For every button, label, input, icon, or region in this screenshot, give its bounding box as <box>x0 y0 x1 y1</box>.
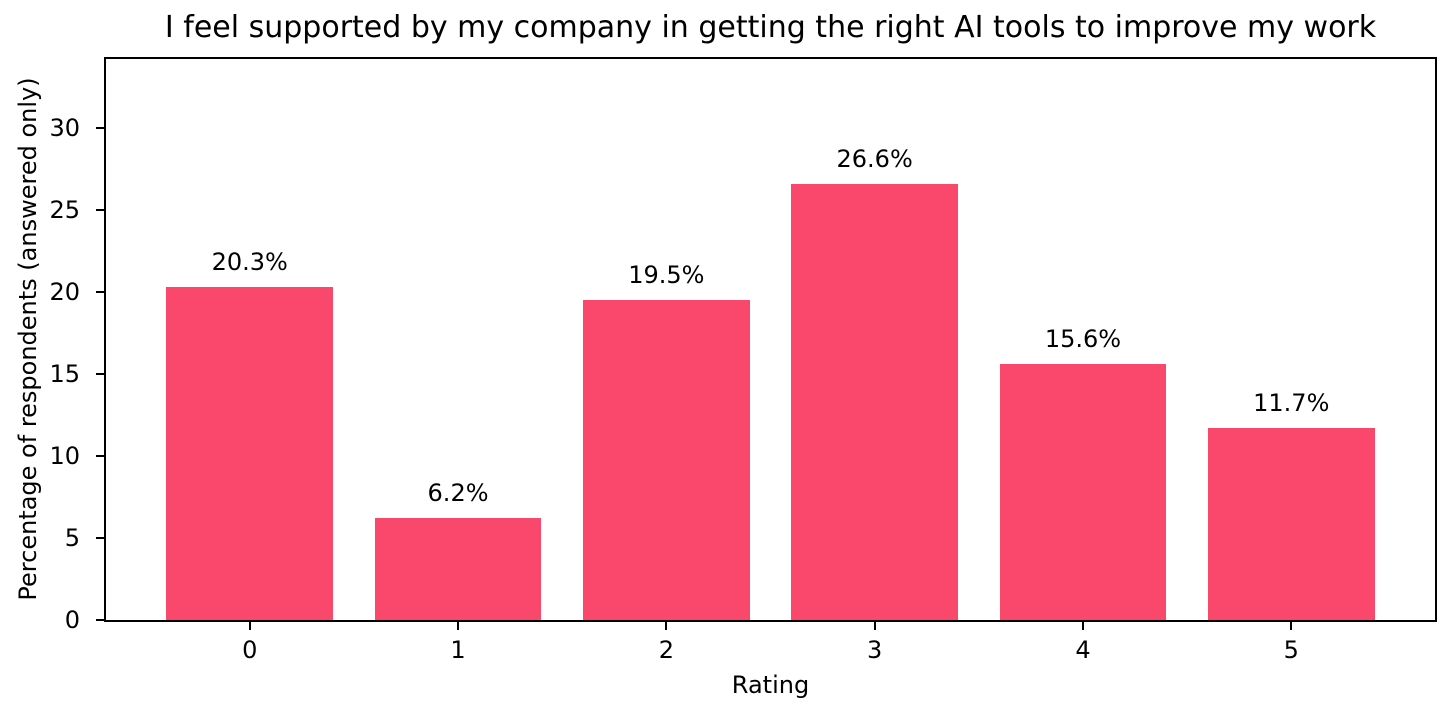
y-axis-tick <box>96 126 104 129</box>
bar-rating-2 <box>583 300 750 620</box>
x-axis-tick <box>1081 622 1084 630</box>
bar-value-label: 26.6% <box>836 144 913 173</box>
bar-rating-5 <box>1207 428 1375 620</box>
y-tick-label: 30 <box>49 113 80 142</box>
x-axis-tick <box>665 622 668 630</box>
y-tick-label: 25 <box>49 195 80 224</box>
x-tick-label: 4 <box>1075 636 1091 664</box>
plot-area: 20.3% 0 6.2% 1 19.5% 2 26.6% 3 15.6% 4 11.7% 5 0 5 10 1… <box>49 57 1437 664</box>
bar-rating-1 <box>374 518 542 620</box>
bar-value-label: 19.5% <box>628 261 705 290</box>
y-axis-tick <box>96 454 104 457</box>
bar-value-label: 20.3% <box>211 248 288 277</box>
y-tick-label: 0 <box>64 606 80 634</box>
x-tick-label: 5 <box>1283 636 1299 664</box>
y-tick-label: 20 <box>49 277 80 306</box>
x-axis-tick <box>1290 622 1293 630</box>
y-axis-label: Percentage of respondents (answered only… <box>14 77 42 601</box>
x-axis-label: Rating <box>731 671 810 699</box>
y-tick-label: 5 <box>64 523 80 552</box>
chart-title: I feel supported by my company in gettin… <box>164 10 1377 45</box>
bar-value-label: 6.2% <box>427 479 489 508</box>
bar-rating-3 <box>791 183 958 620</box>
x-tick-label: 0 <box>242 636 258 664</box>
x-axis-tick <box>873 622 876 630</box>
x-tick-label: 3 <box>867 636 883 664</box>
x-axis-tick <box>248 622 251 630</box>
y-axis-tick <box>96 290 104 293</box>
bar-value-label: 11.7% <box>1253 389 1330 418</box>
x-tick-label: 1 <box>450 636 466 664</box>
y-axis-tick <box>96 372 104 375</box>
bar-value-label: 15.6% <box>1044 325 1122 354</box>
bar-rating-0 <box>166 287 334 620</box>
y-axis-tick <box>96 619 104 621</box>
bar-rating-4 <box>999 364 1167 620</box>
y-axis-tick <box>96 208 104 211</box>
x-tick-label: 2 <box>658 636 674 664</box>
y-tick-label: 10 <box>49 441 80 470</box>
x-axis-tick <box>457 622 460 630</box>
y-tick-label: 15 <box>49 359 80 388</box>
y-axis-tick <box>96 536 104 539</box>
